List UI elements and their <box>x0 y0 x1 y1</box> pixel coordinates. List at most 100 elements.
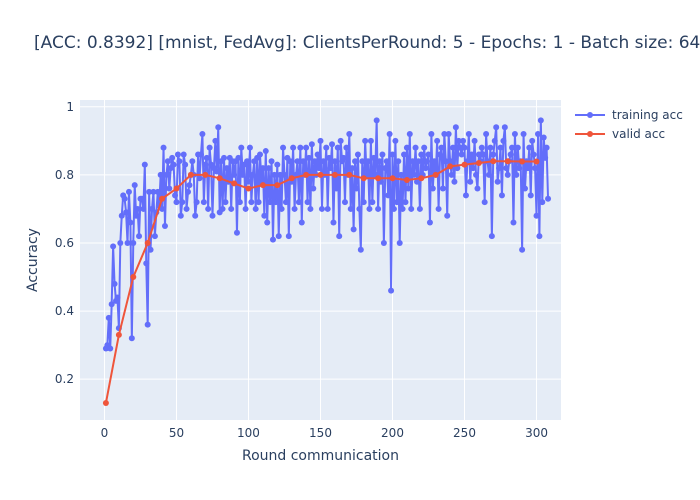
data-point-training-acc[interactable] <box>382 165 389 172</box>
data-point-training-acc[interactable] <box>529 137 536 144</box>
data-point-valid-acc[interactable] <box>303 171 310 178</box>
data-point-training-acc[interactable] <box>245 178 252 185</box>
data-point-training-acc[interactable] <box>494 178 501 185</box>
data-point-training-acc[interactable] <box>176 158 183 165</box>
data-point-training-acc[interactable] <box>487 144 494 151</box>
data-point-training-acc[interactable] <box>488 233 495 240</box>
data-point-valid-acc[interactable] <box>173 185 180 192</box>
data-point-training-acc[interactable] <box>354 151 361 158</box>
data-point-training-acc[interactable] <box>239 171 246 178</box>
data-point-training-acc[interactable] <box>177 212 184 219</box>
data-point-training-acc[interactable] <box>519 246 526 253</box>
data-point-training-acc[interactable] <box>274 161 281 168</box>
data-point-valid-acc[interactable] <box>231 180 238 187</box>
data-point-training-acc[interactable] <box>277 171 284 178</box>
data-point-training-acc[interactable] <box>221 154 228 161</box>
data-point-training-acc[interactable] <box>244 158 251 165</box>
data-point-training-acc[interactable] <box>356 205 363 212</box>
data-point-training-acc[interactable] <box>298 219 305 226</box>
data-point-training-acc[interactable] <box>485 171 492 178</box>
data-point-training-acc[interactable] <box>537 117 544 124</box>
data-point-training-acc[interactable] <box>425 151 432 158</box>
data-point-training-acc[interactable] <box>527 192 534 199</box>
data-point-training-acc[interactable] <box>213 168 220 175</box>
data-point-training-acc[interactable] <box>373 117 380 124</box>
legend-item-valid-acc[interactable]: valid acc <box>575 127 665 141</box>
data-point-training-acc[interactable] <box>136 233 143 240</box>
data-point-training-acc[interactable] <box>340 154 347 161</box>
data-point-training-acc[interactable] <box>197 151 204 158</box>
data-point-training-acc[interactable] <box>458 151 465 158</box>
data-point-training-acc[interactable] <box>408 205 415 212</box>
data-point-valid-acc[interactable] <box>159 195 166 202</box>
data-point-training-acc[interactable] <box>295 199 302 206</box>
data-point-training-acc[interactable] <box>199 131 206 138</box>
data-point-training-acc[interactable] <box>114 294 121 301</box>
data-point-training-acc[interactable] <box>540 134 547 141</box>
data-point-valid-acc[interactable] <box>245 185 252 192</box>
data-point-training-acc[interactable] <box>543 144 550 151</box>
data-point-training-acc[interactable] <box>418 151 425 158</box>
data-point-training-acc[interactable] <box>163 171 170 178</box>
data-point-training-acc[interactable] <box>124 239 131 246</box>
data-point-training-acc[interactable] <box>449 144 456 151</box>
data-point-training-acc[interactable] <box>205 205 212 212</box>
data-point-training-acc[interactable] <box>311 158 318 165</box>
data-point-training-acc[interactable] <box>403 144 410 151</box>
data-point-training-acc[interactable] <box>493 124 500 131</box>
data-point-training-acc[interactable] <box>125 188 132 195</box>
data-point-training-acc[interactable] <box>475 151 482 158</box>
data-point-training-acc[interactable] <box>396 239 403 246</box>
data-point-training-acc[interactable] <box>172 192 179 199</box>
data-point-training-acc[interactable] <box>439 185 446 192</box>
data-point-training-acc[interactable] <box>141 161 148 168</box>
data-point-training-acc[interactable] <box>522 185 528 192</box>
data-point-training-acc[interactable] <box>259 165 266 172</box>
data-point-training-acc[interactable] <box>265 165 272 172</box>
data-point-training-acc[interactable] <box>203 154 210 161</box>
data-point-training-acc[interactable] <box>271 171 278 178</box>
data-point-training-acc[interactable] <box>212 137 219 144</box>
data-point-training-acc[interactable] <box>189 158 196 165</box>
data-point-training-acc[interactable] <box>223 165 230 172</box>
data-point-training-acc[interactable] <box>545 195 552 202</box>
data-point-training-acc[interactable] <box>334 144 341 151</box>
data-point-training-acc[interactable] <box>532 165 539 172</box>
data-point-valid-acc[interactable] <box>533 158 540 165</box>
data-point-training-acc[interactable] <box>231 171 238 178</box>
data-point-training-acc[interactable] <box>350 226 357 233</box>
data-point-valid-acc[interactable] <box>144 239 151 246</box>
data-point-valid-acc[interactable] <box>432 171 439 178</box>
data-point-training-acc[interactable] <box>272 199 279 206</box>
data-point-training-acc[interactable] <box>285 233 292 240</box>
data-point-training-acc[interactable] <box>416 205 423 212</box>
data-point-valid-acc[interactable] <box>389 175 396 182</box>
data-point-valid-acc[interactable] <box>187 171 194 178</box>
data-point-training-acc[interactable] <box>326 154 333 161</box>
data-point-training-acc[interactable] <box>389 151 396 158</box>
data-point-training-acc[interactable] <box>143 260 150 267</box>
data-point-training-acc[interactable] <box>269 236 276 243</box>
data-point-training-acc[interactable] <box>196 175 203 182</box>
data-point-training-acc[interactable] <box>329 141 336 148</box>
data-point-training-acc[interactable] <box>331 158 338 165</box>
data-point-training-acc[interactable] <box>366 205 373 212</box>
data-point-training-acc[interactable] <box>110 243 117 250</box>
data-point-training-acc[interactable] <box>473 171 480 178</box>
data-point-training-acc[interactable] <box>121 195 128 202</box>
data-point-training-acc[interactable] <box>324 205 331 212</box>
data-point-training-acc[interactable] <box>333 185 340 192</box>
data-point-valid-acc[interactable] <box>403 177 410 183</box>
data-point-training-acc[interactable] <box>314 151 321 158</box>
data-point-training-acc[interactable] <box>200 199 207 206</box>
data-point-training-acc[interactable] <box>516 165 523 172</box>
data-point-valid-acc[interactable] <box>102 399 109 406</box>
data-point-training-acc[interactable] <box>455 137 462 144</box>
data-point-training-acc[interactable] <box>185 188 192 195</box>
data-point-training-acc[interactable] <box>413 178 420 185</box>
data-point-training-acc[interactable] <box>429 185 436 192</box>
data-point-training-acc[interactable] <box>483 131 490 138</box>
data-point-training-acc[interactable] <box>303 144 310 151</box>
data-point-training-acc[interactable] <box>380 239 387 246</box>
data-point-training-acc[interactable] <box>520 131 527 138</box>
